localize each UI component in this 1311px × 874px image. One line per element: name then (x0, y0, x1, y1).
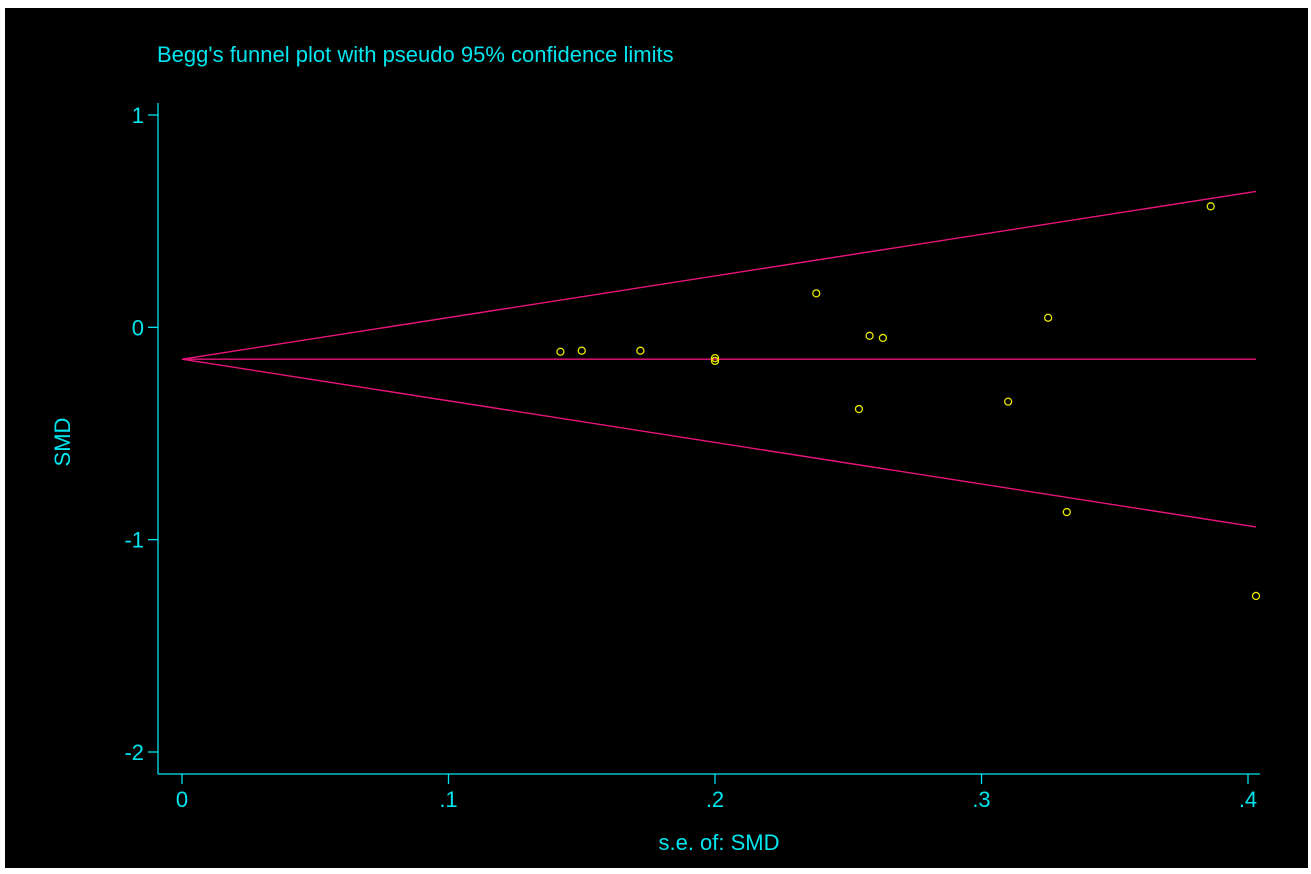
data-point (556, 347, 565, 356)
data-point (577, 346, 586, 355)
data-point (710, 356, 720, 366)
chart-title: Begg's funnel plot with pseudo 95% confi… (157, 42, 674, 67)
x-tick-label: .3 (972, 787, 990, 812)
x-tick-label: .1 (439, 787, 457, 812)
axes: 1 0 -1 -2 0 .1 .2 .3 .4 (124, 103, 1260, 812)
data-point (1206, 202, 1215, 211)
data-point (854, 404, 864, 414)
y-tick-label: -1 (124, 528, 144, 553)
upper-confidence-limit (181, 190, 1257, 360)
data-point (865, 331, 874, 340)
data-point (878, 333, 888, 343)
data-point (812, 289, 821, 298)
funnel-plot: Begg's funnel plot with pseudo 95% confi… (50, 42, 1261, 855)
data-point (1004, 397, 1013, 406)
lower-confidence-limit (181, 358, 1257, 528)
y-tick-label: 0 (132, 315, 144, 340)
x-tick-label: .2 (706, 787, 724, 812)
data-point (1251, 591, 1261, 601)
y-tick-label: 1 (132, 103, 144, 128)
x-axis-label: s.e. of: SMD (658, 830, 779, 855)
x-tick-label: .4 (1239, 787, 1257, 812)
data-point (1043, 313, 1053, 322)
y-tick-label: -2 (124, 740, 144, 765)
y-axis-label: SMD (50, 418, 75, 467)
plot-frame: Begg's funnel plot with pseudo 95% confi… (5, 8, 1308, 868)
data-point (1062, 507, 1071, 517)
data-points (556, 202, 1261, 601)
data-point (710, 353, 720, 363)
x-tick-label: 0 (176, 787, 188, 812)
data-point (636, 346, 645, 355)
